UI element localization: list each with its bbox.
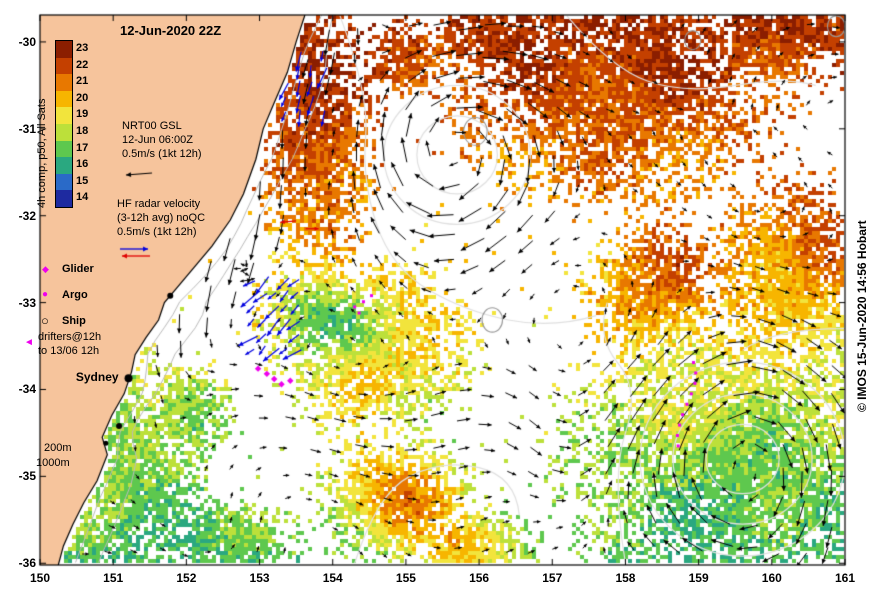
- imos-watermark: © IMOS 15-Jun-2020 14:56 Hobart: [855, 220, 869, 412]
- argo-icon: ●: [42, 289, 49, 300]
- x-tick-label: 161: [834, 571, 856, 585]
- legend-drifters-line1: drifters@12h: [38, 331, 102, 343]
- depth-label-200m: 200m: [44, 442, 72, 454]
- depth-label-1000m: 1000m: [36, 457, 70, 469]
- colorbar-tick-label: 15: [76, 174, 89, 187]
- colorbar-tick-label: 20: [76, 91, 89, 104]
- colorbar-tick-label: 22: [76, 58, 89, 71]
- colorbar-segment: [56, 157, 72, 174]
- y-tick-label: -33: [18, 295, 36, 310]
- hf-arrow-scale: 0.5m/s (1kt 12h): [117, 226, 197, 238]
- sat-arrow-scale: 0.5m/s (1kt 12h): [122, 148, 202, 160]
- y-tick-label: -31: [18, 121, 36, 136]
- y-tick-label: -30: [18, 34, 36, 49]
- hf-info-line2: (3-12h avg) noQC: [117, 212, 206, 224]
- sat-product-time: 12-Jun 06:00Z: [122, 134, 193, 146]
- x-tick-label: 151: [103, 571, 124, 585]
- legend-drifters-line2: to 13/06 12h: [38, 345, 100, 357]
- glider-icon: ◆: [42, 264, 49, 274]
- x-tick-label: 150: [29, 571, 51, 585]
- colorbar-tick-label: 19: [76, 108, 89, 121]
- colorbar: [55, 40, 73, 208]
- colorbar-segment: [56, 140, 72, 158]
- y-tick-label: -35: [18, 469, 36, 484]
- x-tick-label: 153: [249, 571, 270, 585]
- colorbar-label: 4h comp, p50, All Sats: [36, 98, 48, 208]
- colorbar-segment: [56, 57, 72, 75]
- x-tick-label: 158: [615, 571, 636, 585]
- sat-product-name: NRT00 GSL: [122, 120, 182, 132]
- x-tick-label: 156: [469, 571, 490, 585]
- x-tick-label: 155: [395, 571, 416, 585]
- y-tick-label: -36: [18, 556, 36, 571]
- legend-argo-label: Argo: [62, 289, 88, 301]
- x-tick-label: 157: [542, 571, 563, 585]
- colorbar-segment: [56, 107, 72, 124]
- colorbar-segment: [56, 41, 72, 58]
- colorbar-segment: [56, 190, 72, 207]
- colorbar-segment: [56, 123, 72, 141]
- x-tick-label: 152: [176, 571, 197, 585]
- x-tick-label: 160: [761, 571, 782, 585]
- colorbar-tick-label: 23: [76, 42, 89, 54]
- colorbar-segment: [56, 74, 72, 91]
- legend-ship-label: Ship: [62, 315, 86, 327]
- colorbar-tick-label: 16: [76, 158, 89, 171]
- colorbar-tick-label: 17: [76, 141, 89, 154]
- colorbar-tick-label: 21: [76, 75, 89, 88]
- hf-info-line1: HF radar velocity: [117, 198, 201, 210]
- y-tick-label: -32: [18, 208, 36, 223]
- x-tick-label: 159: [688, 571, 709, 585]
- colorbar-segment: [56, 90, 72, 108]
- ship-icon: ○: [41, 313, 49, 328]
- x-tick-label: 154: [322, 571, 343, 585]
- drifter-icon: ◄: [24, 337, 34, 348]
- y-tick-label: -34: [18, 382, 36, 397]
- legend-glider-label: Glider: [62, 263, 94, 275]
- plot-title: 12-Jun-2020 22Z: [120, 23, 222, 38]
- colorbar-segment: [56, 173, 72, 191]
- colorbar-tick-label: 14: [76, 191, 89, 204]
- city-label: Sydney: [75, 370, 119, 385]
- colorbar-tick-label: 18: [76, 125, 89, 137]
